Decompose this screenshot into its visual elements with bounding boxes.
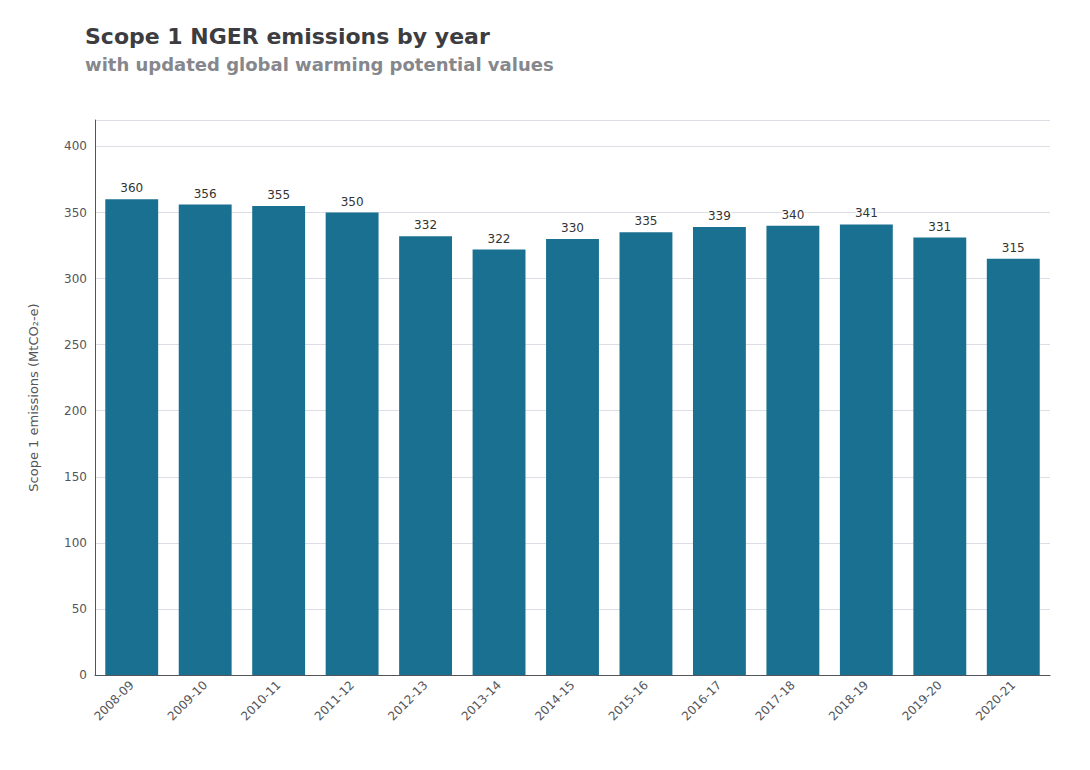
svg-text:315: 315 <box>1002 241 1025 255</box>
svg-text:400: 400 <box>64 139 87 153</box>
svg-text:100: 100 <box>64 536 87 550</box>
svg-text:2014-15: 2014-15 <box>532 678 577 723</box>
svg-text:2016-17: 2016-17 <box>679 678 724 723</box>
svg-text:2019-20: 2019-20 <box>899 678 944 723</box>
svg-text:331: 331 <box>928 220 951 234</box>
svg-text:322: 322 <box>488 232 511 246</box>
svg-text:341: 341 <box>855 206 878 220</box>
svg-text:250: 250 <box>64 338 87 352</box>
svg-text:355: 355 <box>267 188 290 202</box>
svg-text:356: 356 <box>194 187 217 201</box>
svg-text:2017-18: 2017-18 <box>753 678 798 723</box>
svg-text:350: 350 <box>341 195 364 209</box>
svg-text:330: 330 <box>561 221 584 235</box>
svg-text:340: 340 <box>781 208 804 222</box>
svg-text:350: 350 <box>64 206 87 220</box>
svg-text:300: 300 <box>64 272 87 286</box>
svg-text:2013-14: 2013-14 <box>459 678 504 723</box>
svg-text:360: 360 <box>120 181 143 195</box>
svg-text:Scope 1 NGER emissions by year: Scope 1 NGER emissions by year <box>85 24 490 49</box>
svg-text:2020-21: 2020-21 <box>973 678 1018 723</box>
svg-text:0: 0 <box>79 668 87 682</box>
svg-text:2009-10: 2009-10 <box>165 678 210 723</box>
svg-text:332: 332 <box>414 218 437 232</box>
svg-text:2015-16: 2015-16 <box>606 678 651 723</box>
svg-text:339: 339 <box>708 209 731 223</box>
svg-text:with updated global warming po: with updated global warming potential va… <box>85 54 554 75</box>
svg-text:50: 50 <box>72 602 87 616</box>
svg-text:2018-19: 2018-19 <box>826 678 871 723</box>
svg-text:2012-13: 2012-13 <box>385 678 430 723</box>
svg-text:2011-12: 2011-12 <box>312 678 357 723</box>
svg-text:335: 335 <box>635 214 658 228</box>
svg-text:2008-09: 2008-09 <box>91 678 136 723</box>
svg-text:Scope 1 emissions (MtCO₂-e): Scope 1 emissions (MtCO₂-e) <box>26 303 41 491</box>
svg-text:200: 200 <box>64 404 87 418</box>
svg-text:150: 150 <box>64 470 87 484</box>
svg-text:2010-11: 2010-11 <box>238 678 283 723</box>
